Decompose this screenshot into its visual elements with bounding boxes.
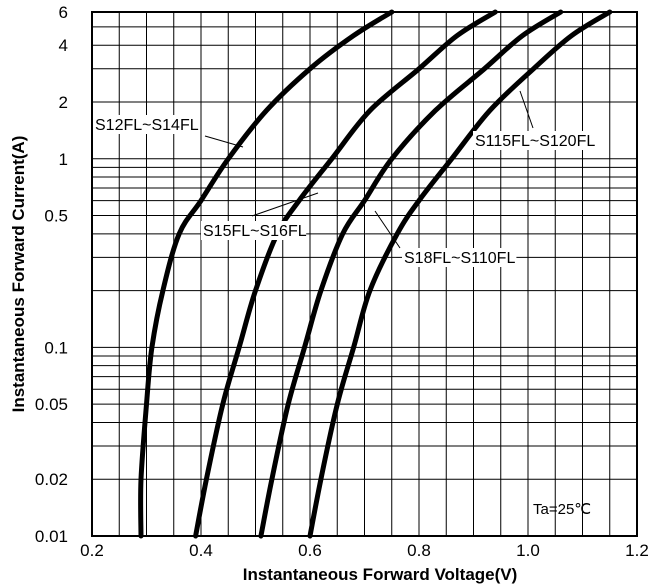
series-label: S12FL~S14FL <box>95 117 199 134</box>
series-label: S115FL~S120FL <box>475 133 595 150</box>
x-axis-title: Instantaneous Forward Voltage(V) <box>243 565 518 584</box>
series-curve <box>261 12 561 536</box>
tick-labels: 0.2 0.4 0.6 0.8 1.0 1.2 0.01 0.02 0.05 0.1 0.5 1 2 4 6 <box>35 3 649 560</box>
y-tick-label: 0.01 <box>35 527 68 546</box>
x-tick-label: 0.8 <box>407 541 431 560</box>
x-tick-label: 1.0 <box>516 541 540 560</box>
series-leader-line <box>205 136 243 147</box>
series-curve <box>196 12 496 536</box>
series-labels: S12FL~S14FL S15FL~S16FL S18FL~S110FL S115FL… <box>93 91 597 267</box>
series-label: S18FL~S110FL <box>404 250 515 267</box>
grid <box>92 12 637 536</box>
y-tick-label: 0.1 <box>44 338 68 357</box>
x-tick-label: 0.6 <box>298 541 322 560</box>
y-tick-label: 6 <box>59 3 68 22</box>
series-leader-line <box>375 211 400 248</box>
temperature-annotation: Ta=25℃ <box>533 501 591 518</box>
y-tick-label: 1 <box>59 150 68 169</box>
curves <box>141 12 610 536</box>
x-tick-label: 0.2 <box>80 541 104 560</box>
y-axis-title: Instantaneous Forward Current(A) <box>9 136 28 413</box>
series-curve <box>141 12 392 536</box>
series-leader-line <box>252 193 318 216</box>
x-tick-label: 0.4 <box>189 541 213 560</box>
y-tick-label: 2 <box>59 93 68 112</box>
y-tick-label: 0.02 <box>35 470 68 489</box>
series-label: S15FL~S16FL <box>203 223 307 240</box>
y-tick-label: 0.5 <box>44 207 68 226</box>
y-tick-label: 4 <box>59 36 68 55</box>
y-tick-label: 0.05 <box>35 395 68 414</box>
x-tick-label: 1.2 <box>625 541 649 560</box>
series-leader-line <box>520 91 533 128</box>
